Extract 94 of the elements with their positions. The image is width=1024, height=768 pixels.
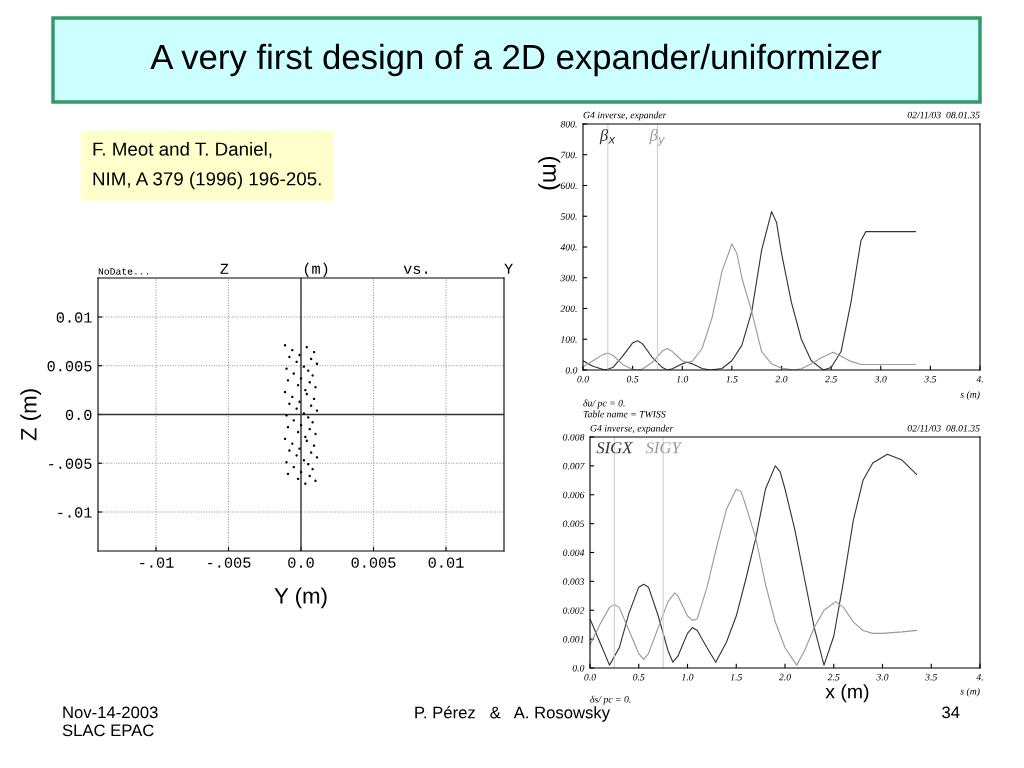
- point: [315, 409, 319, 412]
- point: [307, 416, 310, 419]
- y-tick-label: 300.: [560, 274, 577, 282]
- text: Table name = TWISS: [583, 410, 666, 418]
- text: 02/11/03 08.01.35: [907, 425, 980, 432]
- x-tick-label: 3.0: [874, 375, 887, 383]
- point: [295, 360, 298, 364]
- text: δu/ pc = 0.: [583, 399, 625, 409]
- point: [304, 482, 307, 485]
- y-tick-label: 0.001: [562, 636, 584, 643]
- x-tick-label: 3.0: [876, 673, 889, 681]
- text: x (m): [825, 684, 869, 703]
- text: SIGX: [596, 442, 633, 454]
- y-tick-label: 0.004: [562, 549, 585, 557]
- point: [295, 454, 298, 457]
- y-tick-label: 0.0: [65, 409, 92, 421]
- x-tick-label: 2.0: [775, 375, 788, 383]
- y-tick-label: 200.: [560, 305, 577, 313]
- y-axis-title: (m): [538, 156, 561, 190]
- x-tick-label: 2.5: [827, 673, 840, 681]
- x-tick-label: 4.: [976, 375, 983, 383]
- x-tick-label: 1.0: [681, 673, 694, 681]
- y-tick-label: 700.: [561, 151, 577, 159]
- point: [311, 467, 314, 471]
- point: [288, 449, 291, 452]
- x-tick-label: 0.005: [351, 557, 396, 568]
- x-axis-title: s (m): [960, 687, 980, 697]
- text: G4 inverse, expander: [583, 111, 667, 121]
- y-tick-label: 0.01: [56, 312, 92, 323]
- point: [295, 407, 298, 410]
- y-tick-label: 0.003: [562, 578, 585, 585]
- text: F. Meot and T. Daniel, NIM, A 379 (1996) 196-205.: [93, 142, 321, 190]
- y-tick-label: -.005: [49, 458, 92, 469]
- x-tick-label: 3.5: [924, 375, 937, 383]
- y-tick-label: 0.0: [572, 664, 585, 672]
- text: G4 inverse, expander: [590, 424, 674, 434]
- x-tick-label: 0.0: [288, 557, 314, 568]
- point: [288, 402, 291, 405]
- line-series: [590, 453, 918, 666]
- line-series: [590, 488, 918, 666]
- x-tick-label: 0.5: [626, 375, 639, 383]
- text: P. Pérez & A. Rosowsky: [415, 706, 611, 722]
- y-tick-label: 0.005: [562, 520, 585, 528]
- text: NoDate...: [98, 268, 149, 275]
- point: [311, 374, 314, 377]
- y-tick-label: 100.: [560, 336, 577, 343]
- point: [314, 432, 317, 436]
- x-tick-label: 1.5: [730, 673, 743, 681]
- line-series: [583, 243, 917, 370]
- x-tick-label: 4.: [976, 673, 983, 681]
- x-axis-title: s (m): [960, 390, 980, 400]
- point: [302, 412, 306, 415]
- y-tick-label: 0.005: [47, 361, 92, 372]
- y-tick-label: 500.: [560, 213, 577, 220]
- y-axis-title: Z (m): [20, 389, 42, 441]
- text: 34: [942, 706, 960, 719]
- x-tick-label: -.01: [140, 557, 174, 568]
- x-tick-label: 0.01: [428, 557, 464, 568]
- text: Nov-14-2003 SLAC EPAC: [62, 706, 158, 737]
- line-series: [583, 211, 917, 370]
- point: [307, 369, 310, 372]
- text: SIGY: [645, 442, 683, 454]
- point: [299, 377, 303, 380]
- text: β$_{y}$: [649, 128, 666, 146]
- point: [298, 400, 301, 404]
- y-tick-label: 0.008: [562, 433, 585, 441]
- x-tick-label: 1.0: [676, 375, 689, 383]
- x-tick-label: 2.0: [778, 673, 791, 681]
- y-tick-label: 0.0: [565, 366, 578, 374]
- y-tick-label: 800.: [560, 120, 577, 128]
- y-tick-label: 0.006: [562, 491, 585, 499]
- point: [298, 447, 301, 450]
- text: β$_{x}$: [599, 128, 616, 145]
- point: [315, 456, 319, 459]
- x-tick-label: 3.5: [925, 673, 938, 681]
- point: [285, 414, 288, 417]
- y-tick-label: -.01: [58, 507, 92, 518]
- x-tick-label: 1.5: [726, 375, 738, 383]
- text: A very first design of a 2D expander/uniformizer: [150, 43, 882, 77]
- y-tick-label: 400.: [560, 243, 577, 251]
- point: [298, 353, 301, 357]
- chart-title: Z (m) vs. Y: [220, 262, 513, 277]
- x-tick-label: 0.0: [584, 673, 596, 681]
- point: [285, 367, 288, 370]
- point: [309, 451, 313, 454]
- y-tick-label: 0.002: [562, 607, 585, 614]
- text: δs/ pc = 0.: [590, 695, 631, 705]
- y-tick-label: 600.: [560, 182, 577, 190]
- y-tick-label: 0.007: [562, 462, 585, 470]
- x-axis-title: Y (m): [274, 587, 327, 609]
- x-tick-label: 2.5: [825, 375, 837, 383]
- x-tick-label: -.005: [208, 557, 251, 568]
- x-tick-label: 0.5: [633, 673, 645, 681]
- text: 02/11/03 08.01.35: [907, 111, 980, 119]
